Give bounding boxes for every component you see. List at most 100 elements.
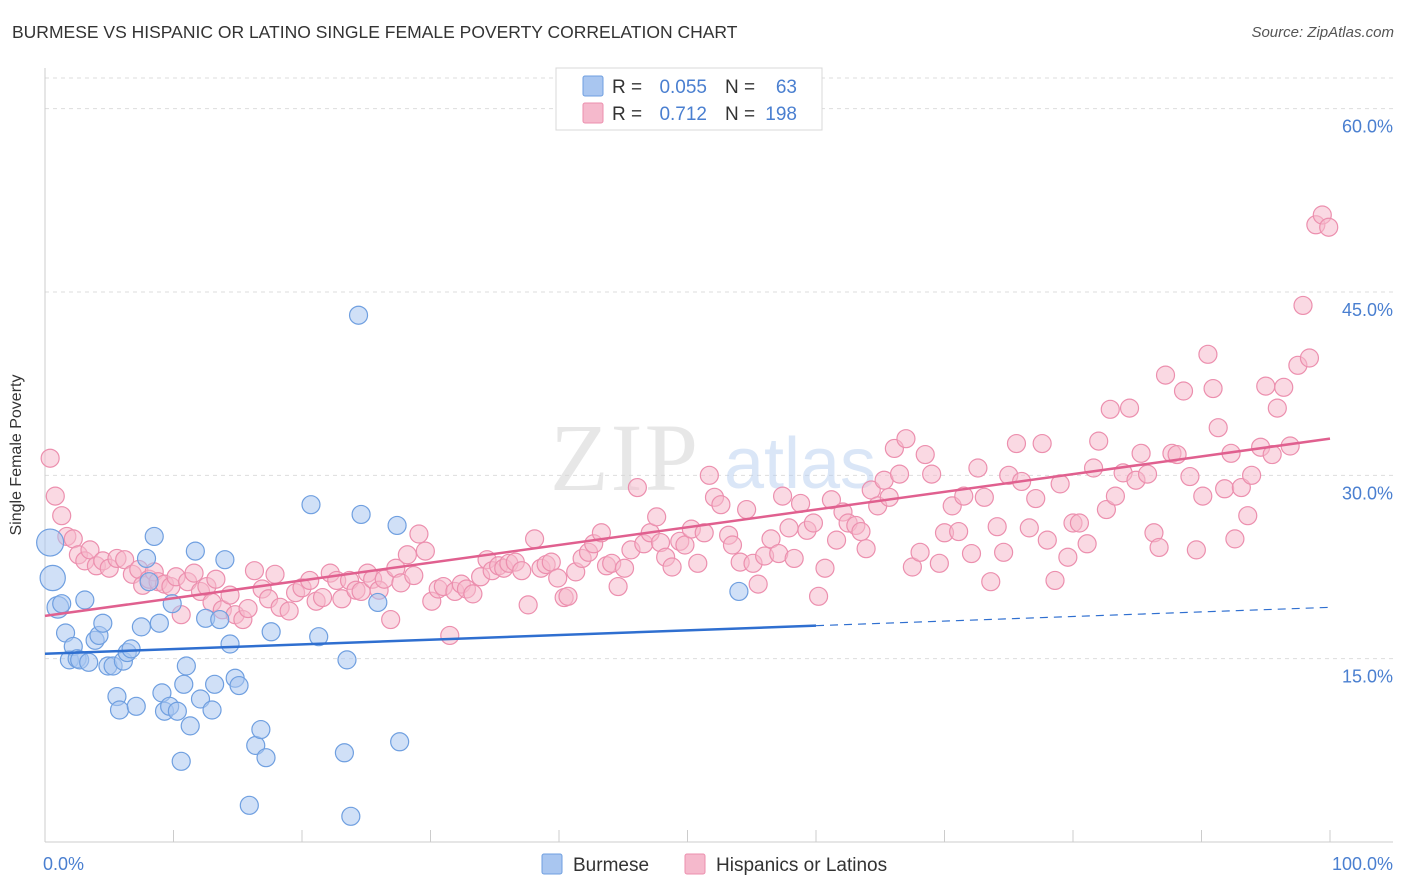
burmese-point	[337, 650, 357, 670]
burmese-point	[180, 716, 200, 736]
series-burmese-points	[36, 305, 749, 826]
hispanic-point	[896, 429, 916, 449]
hispanic-point	[614, 558, 635, 578]
burmese-point	[368, 592, 388, 613]
hispanic-point	[63, 529, 83, 549]
hispanic-point	[558, 586, 578, 606]
hispanic-point	[772, 486, 793, 506]
stats-r-value-burmese: 0.055	[659, 77, 707, 98]
burmese-point	[205, 674, 225, 694]
burmese-point	[144, 526, 164, 547]
hispanic-point	[1137, 464, 1158, 484]
hispanic-point	[1193, 486, 1213, 506]
hispanic-point	[1058, 547, 1078, 567]
hispanic-point	[711, 495, 731, 515]
burmese-point	[215, 550, 235, 570]
legend-swatch-burmese[interactable]	[541, 853, 563, 875]
hispanic-point	[1083, 458, 1104, 478]
hispanic-point	[968, 458, 988, 478]
hispanic-point	[1019, 518, 1039, 538]
x-tick-label-max: 100.0%	[1332, 854, 1393, 874]
y-tick-label: 60.0%	[1342, 117, 1393, 137]
hispanic-point	[1238, 506, 1258, 526]
hispanic-point	[627, 477, 647, 498]
burmese-point	[136, 548, 157, 569]
hispanic-point	[1105, 486, 1126, 506]
hispanic-point	[238, 598, 258, 619]
burmese-point	[202, 700, 222, 720]
legend-label-hispanic[interactable]: Hispanics or Latinos	[716, 855, 887, 876]
y-axis-tick-labels: 15.0% 30.0% 45.0% 60.0%	[1342, 117, 1393, 687]
hispanic-point	[52, 506, 72, 526]
hispanic-point	[1225, 529, 1245, 549]
hispanic-point	[1256, 376, 1276, 396]
stats-n-label-hispanic: N =	[725, 104, 755, 125]
burmese-point	[334, 743, 355, 763]
y-tick-label: 15.0%	[1342, 667, 1393, 687]
hispanic-point	[1155, 365, 1176, 385]
watermark-zip: ZIP	[550, 404, 700, 511]
y-tick-label: 30.0%	[1342, 483, 1393, 503]
hispanic-point	[244, 561, 265, 581]
hispanic-point	[45, 486, 65, 506]
hispanic-point	[688, 553, 708, 573]
hispanic-point	[440, 625, 460, 646]
hispanic-point	[332, 589, 352, 609]
hispanic-trend-line	[44, 437, 1331, 618]
hispanic-point	[856, 539, 876, 559]
hispanic-point	[821, 490, 842, 510]
hispanic-point	[1149, 537, 1169, 558]
legend-swatch-hispanic[interactable]	[684, 853, 706, 875]
hispanic-point	[1215, 479, 1235, 499]
hispanic-point	[1267, 398, 1287, 418]
hispanic-point	[1119, 398, 1140, 418]
burmese-point	[256, 748, 276, 768]
hispanic-point	[722, 535, 743, 555]
y-tick-label: 45.0%	[1342, 300, 1393, 320]
series-hispanics-points	[40, 205, 1339, 646]
hispanic-point	[1131, 443, 1151, 463]
chart-source: Source: ZipAtlas.com	[1251, 24, 1394, 41]
hispanic-point	[1037, 530, 1057, 550]
hispanic-point	[949, 521, 969, 542]
burmese-point	[185, 541, 205, 561]
hispanic-point	[981, 572, 1001, 592]
hispanic-point	[1198, 344, 1218, 364]
hispanic-point	[1180, 466, 1200, 487]
hispanic-point	[1089, 431, 1109, 451]
burmese-point	[139, 572, 159, 592]
hispanic-point	[518, 595, 538, 615]
burmese-point	[131, 617, 151, 637]
burmese-point	[75, 590, 95, 610]
chart-title: BURMESE VS HISPANIC OR LATINO SINGLE FEM…	[12, 22, 738, 42]
x-tick-label-min: 0.0%	[43, 854, 84, 874]
burmese-point	[79, 652, 99, 672]
legend-label-burmese[interactable]: Burmese	[573, 855, 649, 876]
burmese-point	[93, 613, 113, 633]
burmese-point	[390, 732, 410, 752]
hispanic-point	[279, 601, 299, 621]
burmese-trend-extension	[815, 606, 1331, 627]
hispanic-point	[1231, 477, 1251, 498]
hispanic-point	[815, 558, 835, 578]
hispanic-point	[1077, 534, 1097, 554]
hispanic-point	[808, 586, 829, 606]
hispanic-point	[1208, 418, 1228, 438]
hispanic-point	[608, 576, 628, 597]
burmese-point	[176, 656, 196, 676]
burmese-point	[220, 634, 240, 654]
stats-legend-box: R = 0.055 N = 63 R = 0.712 N = 198	[555, 67, 823, 131]
hispanic-point	[737, 499, 757, 520]
watermark-atlas: atlas	[724, 424, 876, 504]
hispanic-point	[463, 584, 483, 604]
burmese-point	[121, 639, 141, 659]
burmese-point	[210, 609, 230, 630]
burmese-point	[301, 495, 321, 515]
hispanic-point	[889, 464, 910, 484]
stats-n-value-burmese: 63	[776, 77, 797, 98]
stats-r-label-burmese: R =	[612, 77, 642, 98]
hispanic-point	[1186, 540, 1206, 560]
hispanic-point	[415, 541, 435, 561]
burmese-point	[109, 700, 130, 720]
trend-lines	[44, 437, 1331, 656]
